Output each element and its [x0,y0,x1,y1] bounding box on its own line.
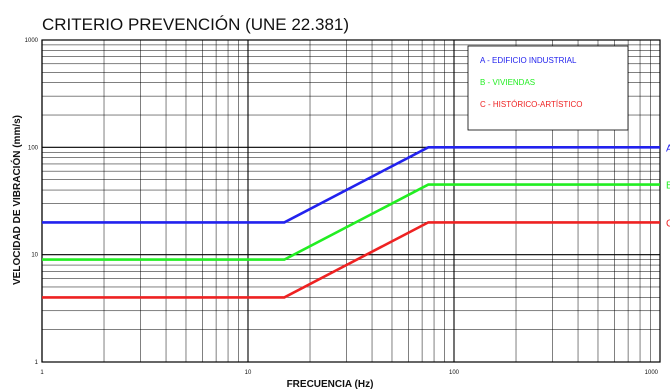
legend: A - EDIFICIO INDUSTRIAL B - VIVIENDAS C … [467,45,629,131]
x-tick-label: 100 [449,370,460,376]
y-tick-label: 10 [31,253,38,259]
series-end-label-b: B [666,181,670,192]
y-tick-label: 100 [28,145,39,151]
tick-labels: 1 10 100 1000 1000 100 10 1 [25,38,659,376]
y-tick-label: 1000 [25,38,39,44]
chart-title: CRITERIO PREVENCIÓN (UNE 22.381) [42,15,349,34]
series-line-b [42,183,660,261]
series-end-label-c: C [666,218,670,229]
x-axis-label: FRECUENCIA (Hz) [287,379,374,390]
x-tick-label: 1000 [645,370,659,376]
series-end-label-a: A [666,143,670,154]
y-tick-label: 1 [35,360,39,366]
x-tick-label: 1 [40,370,44,376]
series-line-a [42,146,660,224]
y-axis-label: VELOCIDAD DE VIBRACIÓN (mm/s) [10,115,23,285]
legend-entry-a: A - EDIFICIO INDUSTRIAL [480,56,577,65]
legend-box [467,45,629,131]
legend-entry-b: B - VIVIENDAS [480,78,535,87]
legend-entry-c: C - HISTÓRICO-ARTÍSTICO [480,100,583,109]
series-line-c [42,221,660,299]
series-layer: A B C [42,143,670,299]
x-tick-label: 10 [245,370,252,376]
plot-frame [41,39,661,363]
